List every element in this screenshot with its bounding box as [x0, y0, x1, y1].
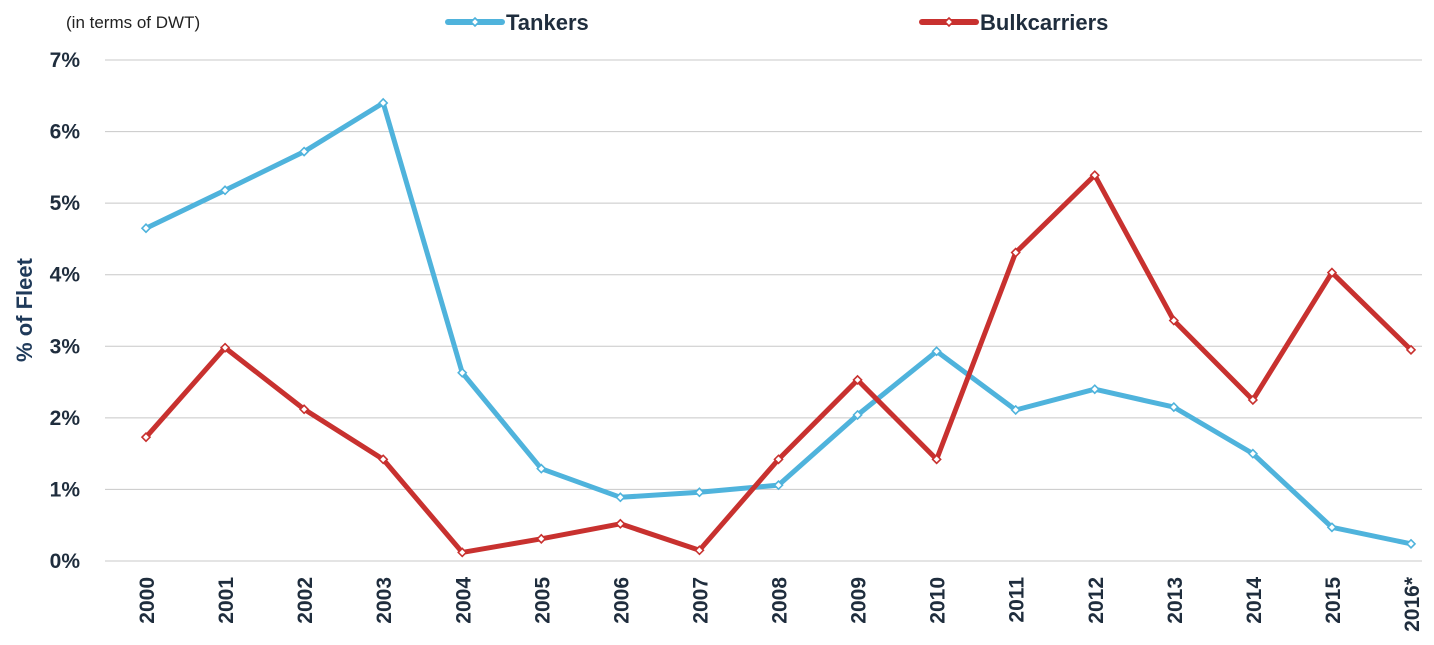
- y-axis-label: % of Fleet: [12, 257, 37, 362]
- data-point: [1168, 315, 1179, 326]
- series-bulkcarriers: [140, 170, 1417, 558]
- data-point: [852, 374, 863, 386]
- data-point: [1010, 404, 1021, 416]
- legend-item-bulkcarriers: Bulkcarriers: [919, 10, 1108, 35]
- legend-label: Tankers: [506, 10, 589, 35]
- legend: Tankers Bulkcarriers: [445, 10, 1108, 35]
- y-tick-label: 1%: [50, 478, 81, 501]
- data-point: [694, 487, 705, 498]
- series-line-bulkcarriers: [143, 172, 1414, 555]
- data-point: [694, 545, 705, 556]
- data-point: [931, 346, 942, 357]
- x-tick-label: 2014: [1243, 577, 1266, 624]
- y-tick-label: 2%: [50, 407, 81, 430]
- x-tick-label: 2005: [531, 577, 554, 624]
- x-tick-label: 2008: [769, 577, 792, 624]
- data-point: [378, 97, 389, 109]
- series-tankers: [140, 97, 1417, 549]
- data-point: [1168, 401, 1179, 413]
- data-point: [298, 404, 310, 415]
- chart-subtitle: (in terms of DWT): [66, 13, 200, 32]
- data-point: [1247, 448, 1259, 459]
- data-point: [615, 518, 626, 529]
- x-tick-label: 2002: [294, 577, 317, 624]
- data-point: [298, 146, 310, 157]
- y-tick-label: 5%: [50, 192, 81, 215]
- data-point: [219, 342, 231, 353]
- y-axis-ticks: 0% 1% 2% 3% 4% 5% 6% 7%: [50, 49, 81, 573]
- x-tick-label: 2004: [452, 577, 475, 624]
- data-point: [1089, 384, 1100, 395]
- y-tick-label: 7%: [50, 49, 81, 72]
- x-tick-label: 2009: [848, 577, 871, 624]
- series-line-tankers: [143, 100, 1414, 547]
- data-point: [457, 547, 468, 558]
- data-point: [1089, 170, 1100, 181]
- legend-marker: [469, 16, 481, 28]
- data-point: [1247, 394, 1259, 406]
- data-point: [140, 223, 152, 234]
- data-point: [1010, 247, 1021, 258]
- x-tick-label: 2015: [1322, 577, 1345, 624]
- y-tick-label: 3%: [50, 335, 81, 358]
- y-tick-label: 0%: [50, 550, 81, 573]
- legend-label: Bulkcarriers: [980, 10, 1108, 35]
- data-point: [457, 367, 468, 378]
- x-tick-label: 2003: [373, 577, 396, 624]
- x-tick-label: 2011: [1006, 577, 1029, 623]
- series-group: [140, 97, 1417, 558]
- x-tick-label: 2000: [136, 577, 159, 624]
- data-point: [773, 480, 784, 491]
- data-point: [1405, 344, 1417, 355]
- x-axis-ticks: 2000 2001 2002 2003 2004 2005 2006 2007 2008 2009…: [136, 576, 1424, 632]
- x-tick-label: 2016*: [1401, 576, 1424, 632]
- data-point: [140, 432, 152, 443]
- data-point: [536, 533, 547, 544]
- data-point: [773, 454, 784, 465]
- data-point: [1405, 538, 1417, 549]
- x-tick-label: 2007: [689, 577, 712, 624]
- x-tick-label: 2006: [610, 577, 633, 624]
- y-tick-label: 4%: [50, 264, 81, 287]
- data-point: [536, 463, 547, 474]
- x-tick-label: 2010: [927, 577, 950, 624]
- data-point: [1326, 267, 1338, 278]
- data-point: [615, 492, 626, 503]
- data-point: [378, 454, 389, 465]
- x-tick-label: 2001: [215, 577, 238, 624]
- legend-marker: [943, 16, 955, 28]
- data-point: [1326, 522, 1338, 533]
- data-point: [931, 454, 942, 465]
- x-tick-label: 2012: [1085, 577, 1108, 624]
- legend-item-tankers: Tankers: [445, 10, 589, 35]
- x-tick-label: 2013: [1164, 577, 1187, 624]
- y-tick-label: 6%: [50, 121, 81, 144]
- data-point: [219, 185, 231, 196]
- data-point: [852, 409, 863, 421]
